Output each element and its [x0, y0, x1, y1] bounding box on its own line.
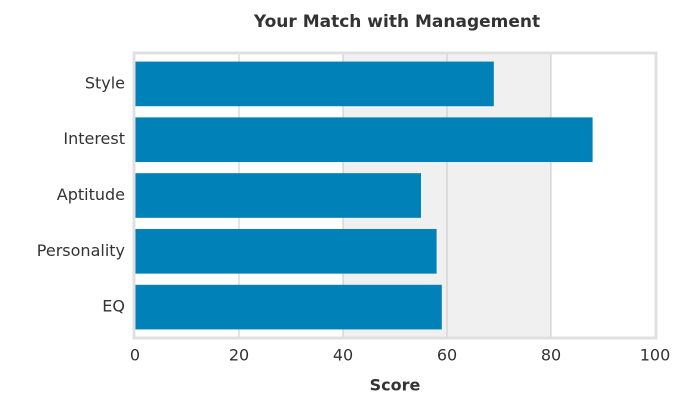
x-tick-label: 80 — [541, 346, 561, 365]
x-tick-label: 60 — [437, 346, 457, 365]
chart-title: Your Match with Management — [253, 12, 540, 32]
y-tick-label: Interest — [63, 129, 125, 148]
x-tick-label: 20 — [229, 346, 249, 365]
plot-border — [132, 51, 658, 340]
y-tick-label: Aptitude — [57, 185, 125, 204]
y-tick-label: EQ — [102, 297, 125, 316]
bar — [135, 284, 442, 330]
x-tick-label: 0 — [130, 346, 140, 365]
bar — [135, 117, 593, 163]
bar — [135, 61, 494, 107]
bar — [135, 173, 421, 218]
x-tick-label: 40 — [333, 346, 353, 365]
x-axis-label: Score — [370, 376, 421, 395]
y-tick-label: Style — [85, 73, 125, 92]
bar — [135, 228, 437, 274]
x-tick-label: 100 — [640, 346, 671, 365]
y-tick-label: Personality — [37, 241, 125, 260]
